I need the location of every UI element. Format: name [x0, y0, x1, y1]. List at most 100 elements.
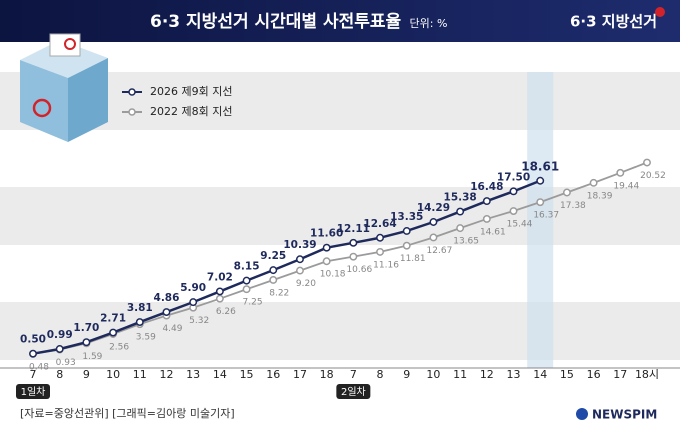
value-label: 4.49	[162, 324, 182, 334]
x-tick-label: 9	[403, 368, 410, 381]
x-tick-label: 7	[30, 368, 37, 381]
value-label: 14.61	[480, 227, 506, 237]
value-label: 7.25	[243, 298, 263, 308]
point	[562, 188, 571, 197]
highlight-column	[527, 72, 554, 368]
value-label: 1.70	[73, 322, 99, 334]
value-label: 0.99	[47, 329, 73, 341]
day-badge	[16, 384, 50, 399]
point	[242, 276, 251, 285]
point	[536, 198, 545, 207]
day-label: 2일차	[341, 386, 366, 398]
value-label: 0.50	[20, 334, 46, 346]
value-label: 10.39	[283, 239, 316, 251]
value-label: 7.02	[207, 271, 233, 283]
brand-icon	[576, 408, 588, 420]
value-label: 20.52	[640, 171, 666, 181]
point	[376, 247, 384, 256]
point	[616, 168, 625, 177]
point	[482, 214, 491, 223]
chart-title: 6·3 지방선거 시간대별 사전투표율	[150, 12, 402, 32]
value-label: 13.65	[453, 237, 479, 247]
value-label: 8.15	[234, 261, 260, 273]
x-tick-label: 9	[83, 368, 90, 381]
point	[349, 238, 358, 247]
value-label: 4.86	[154, 292, 180, 304]
point	[269, 266, 278, 275]
point	[296, 255, 304, 264]
point	[536, 176, 545, 185]
value-label: 13.35	[390, 211, 423, 223]
value-label: 0.48	[29, 362, 49, 372]
value-label: 16.37	[533, 211, 559, 221]
point	[55, 345, 64, 353]
value-label: 18.39	[587, 191, 613, 201]
series-line	[32, 179, 541, 355]
value-label: 15.44	[507, 220, 533, 230]
band	[0, 187, 680, 245]
legend-marker	[128, 108, 136, 116]
value-label: 12.11	[337, 223, 370, 235]
x-tick-label: 12	[159, 368, 173, 381]
x-tick-label: 11	[453, 368, 467, 381]
ballot-box	[20, 33, 108, 142]
band	[0, 72, 680, 130]
point	[402, 241, 411, 250]
point	[215, 294, 224, 303]
x-tick-label: 8	[377, 368, 384, 381]
point	[322, 243, 331, 252]
logo: 6·3 지방선거	[570, 13, 657, 31]
x-tick-label: 8	[56, 368, 63, 381]
value-label: 17.50	[497, 171, 530, 183]
header	[0, 0, 680, 42]
legend-label: 2026 제9회 지선	[150, 85, 232, 98]
x-tick-label: 12	[480, 368, 494, 381]
point	[376, 233, 384, 242]
value-label: 10.18	[320, 270, 346, 280]
value-label: 6.26	[216, 307, 236, 317]
point	[296, 266, 304, 275]
value-label: 1.59	[82, 352, 102, 362]
point	[109, 328, 118, 337]
value-label: 11.81	[400, 254, 426, 264]
point	[82, 338, 91, 347]
point	[322, 257, 331, 266]
value-label: 9.25	[260, 250, 286, 262]
point	[242, 285, 251, 294]
day-badge	[336, 384, 371, 399]
source: [자료=중앙선관위] [그래픽=김아랑 미술기자]	[20, 407, 235, 420]
point	[456, 224, 465, 233]
point	[349, 252, 358, 261]
point	[482, 197, 491, 206]
x-tick-label: 13	[186, 368, 200, 381]
value-label: 10.66	[346, 265, 372, 275]
value-label: 3.59	[136, 333, 156, 343]
point	[269, 276, 278, 284]
value-label: 2.71	[100, 313, 126, 325]
point	[162, 308, 171, 316]
point	[135, 318, 144, 327]
x-tick-label: 13	[507, 368, 521, 381]
value-label: 18.61	[521, 159, 559, 173]
x-tick-label: 15	[240, 368, 254, 381]
point	[29, 349, 37, 358]
x-tick-label: 17	[293, 368, 307, 381]
value-label: 8.22	[269, 288, 289, 298]
legend-marker	[128, 88, 136, 96]
x-tick-label: 14	[533, 368, 547, 381]
point	[456, 207, 465, 216]
value-label: 5.90	[180, 282, 206, 294]
point	[509, 187, 518, 196]
value-label: 14.29	[417, 202, 450, 214]
point	[509, 207, 518, 215]
x-tick-label: 10	[106, 368, 120, 381]
point	[643, 158, 651, 167]
x-tick-label: 15	[560, 368, 574, 381]
value-label: 11.60	[310, 228, 343, 240]
value-label: 3.81	[127, 302, 153, 314]
value-label: 9.20	[296, 279, 316, 289]
x-tick-label: 18	[320, 368, 334, 381]
value-label: 11.16	[373, 260, 399, 270]
point	[189, 298, 198, 307]
